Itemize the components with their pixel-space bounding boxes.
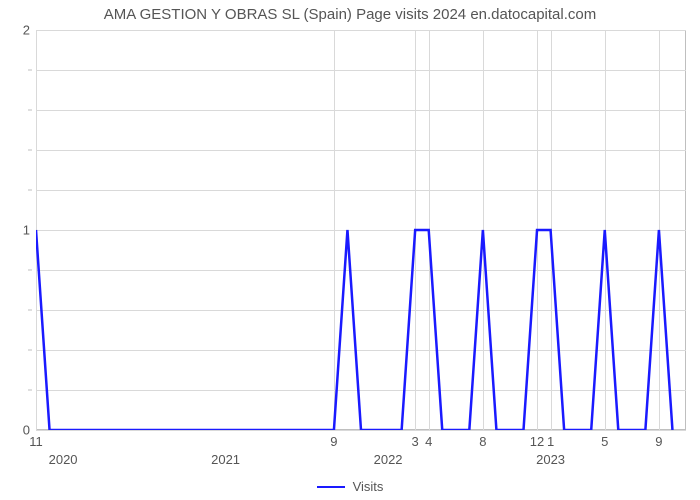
y-tick-label: 2 xyxy=(23,23,30,38)
x-tick-label: 9 xyxy=(330,434,337,449)
y-tick-minor xyxy=(28,270,32,271)
y-tick-label: 1 xyxy=(23,223,30,238)
y-tick-minor xyxy=(28,390,32,391)
chart-container: AMA GESTION Y OBRAS SL (Spain) Page visi… xyxy=(0,0,700,500)
series-line xyxy=(36,30,686,430)
x-tick-label: 3 xyxy=(412,434,419,449)
gridline-h xyxy=(36,430,686,431)
legend: Visits xyxy=(0,479,700,494)
x-tick-label: 11 xyxy=(29,434,43,449)
chart-title: AMA GESTION Y OBRAS SL (Spain) Page visi… xyxy=(0,6,700,23)
x-tick-label: 4 xyxy=(425,434,432,449)
x-tick-label: 8 xyxy=(479,434,486,449)
y-tick-minor xyxy=(28,110,32,111)
x-tick-label: 5 xyxy=(601,434,608,449)
x-year-label: 2022 xyxy=(374,452,403,467)
y-tick-minor xyxy=(28,70,32,71)
legend-swatch xyxy=(317,486,345,488)
x-year-label: 2023 xyxy=(536,452,565,467)
x-year-label: 2021 xyxy=(211,452,240,467)
y-tick-minor xyxy=(28,190,32,191)
plot-area: 012119348121592020202120222023 xyxy=(36,30,686,430)
y-tick-minor xyxy=(28,310,32,311)
x-tick-label: 1 xyxy=(547,434,554,449)
legend-label: Visits xyxy=(353,479,384,494)
x-tick-label: 12 xyxy=(530,434,544,449)
y-tick-minor xyxy=(28,150,32,151)
x-year-label: 2020 xyxy=(49,452,78,467)
x-tick-label: 9 xyxy=(655,434,662,449)
y-tick-minor xyxy=(28,350,32,351)
